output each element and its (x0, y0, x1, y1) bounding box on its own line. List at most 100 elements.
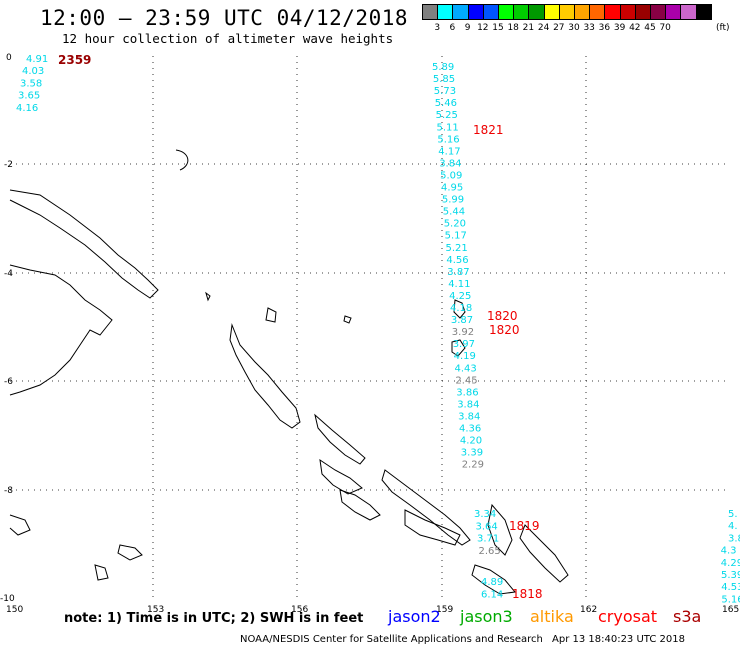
swh-value: 5.99 (442, 195, 464, 206)
time-label: 2359 (58, 53, 91, 67)
swh-value: 3.71 (477, 534, 499, 545)
coast-makira (519, 524, 569, 583)
swh-value: 4.16 (16, 103, 38, 114)
time-label: 1821 (473, 123, 504, 137)
satellite-cryosat: cryosat (598, 607, 658, 626)
swh-value: 5.17 (445, 231, 467, 242)
swh-value: 5.85 (433, 74, 455, 85)
coast-choiseul (314, 413, 366, 465)
map-title: 12:00 – 23:59 UTC 04/12/2018 (40, 6, 409, 30)
time-label: 1818 (512, 587, 543, 601)
swh-value: 3.39 (461, 448, 483, 459)
coastlines (9, 149, 569, 595)
y-tick-10: -10 (0, 594, 15, 604)
swh-value: 2.45 (455, 375, 477, 386)
swh-value: 5.39 (721, 570, 740, 581)
swh-value: 3.86 (456, 387, 478, 398)
coast-bougainville (229, 323, 301, 429)
coast-new-ireland (9, 189, 159, 299)
y-tick-8: -8 (4, 486, 13, 496)
swh-value: 6.14 (481, 589, 503, 600)
swh-value: 4.56 (446, 255, 468, 266)
swh-value: 3.84 (439, 158, 461, 169)
swh-value: 4.03 (22, 66, 44, 77)
coast-small-isle-2 (205, 291, 211, 302)
x-tick-156: 156 (291, 605, 308, 615)
swh-value: 4.29 (721, 558, 740, 569)
swh-value: 4.19 (454, 351, 476, 362)
swh-value: 5.25 (436, 110, 458, 121)
credit-line: NOAA/NESDIS Center for Satellite Applica… (240, 634, 543, 645)
colorbar-label: 33 (583, 23, 595, 33)
satellite-s3a: s3a (673, 607, 702, 626)
colorbar-label: 12 (477, 23, 489, 33)
swh-value: 4.25 (449, 291, 471, 302)
x-tick-153: 153 (147, 605, 164, 615)
swh-value: 4.91 (26, 54, 48, 65)
y-tick-4: -4 (4, 269, 13, 279)
x-tick-162: 162 (580, 605, 597, 615)
colorbar-swatch (695, 4, 712, 20)
swh-value: 4.17 (438, 146, 460, 157)
grid-lines (10, 56, 730, 600)
satellite-jason2: jason2 (388, 607, 441, 626)
swh-value: 5.20 (444, 219, 466, 230)
swh-value: 2.65 (479, 546, 501, 557)
y-tick-6: -6 (4, 377, 13, 387)
swh-value: 5.73 (434, 86, 456, 97)
x-tick-150: 150 (6, 605, 23, 615)
coast-guadalcanal (404, 509, 461, 546)
swh-value: 3.92 (452, 327, 474, 338)
swh-value: 4.36 (459, 424, 481, 435)
swh-value: 5.16 (437, 134, 459, 145)
footer-note: note: 1) Time is in UTC; 2) SWH is in fe… (64, 611, 364, 626)
colorbar-label: 24 (537, 23, 550, 33)
satellite-jason3: jason3 (460, 607, 513, 626)
coast-rennell (471, 564, 516, 595)
colorbar-label: 70 (659, 23, 671, 33)
coast-new-britain (9, 264, 113, 396)
axis-labels: 150 153 156 159 162 165 0 -2 -4 -6 -8 -1… (0, 53, 739, 615)
swh-value: 3.34 (474, 509, 496, 520)
coast-santa-isabel (381, 469, 471, 546)
swh-value: 3.65 (18, 91, 40, 102)
swh-value: 4.18 (450, 303, 472, 314)
generation-timestamp: Apr 13 18:40:23 UTC 2018 (552, 634, 685, 645)
swh-value: 5.89 (432, 62, 454, 73)
swh-value: 3.84 (458, 411, 480, 422)
x-tick-159: 159 (436, 605, 453, 615)
swh-value: 4.89 (481, 577, 503, 588)
swh-value: 3.64 (476, 521, 498, 532)
swh-value: 5.44 (443, 207, 465, 218)
wave-height-tracks: 4.914.033.58 3.654.16 2359 5.895.855.735.46… (16, 53, 740, 605)
swh-value: 4.53 (721, 582, 740, 593)
coast-small-islands (9, 489, 381, 581)
x-tick-165: 165 (722, 605, 739, 615)
swh-value: 4.3 (721, 546, 737, 557)
coast-small-isle-1 (343, 315, 352, 324)
swh-value: 5.21 (446, 243, 468, 254)
swh-value: 4.43 (455, 363, 477, 374)
coast-ontong (451, 339, 466, 357)
y-tick-2: -2 (4, 160, 13, 170)
colorbar-label: 30 (568, 23, 580, 33)
colorbar-label: 39 (613, 23, 626, 33)
swh-value: 4.95 (441, 183, 463, 194)
colorbar-label: 15 (492, 23, 504, 33)
swh-value: 4.11 (448, 279, 470, 290)
colorbar-label: 21 (522, 23, 535, 33)
swh-value: 2.29 (462, 460, 484, 471)
colorbar-label: 3 (434, 23, 441, 33)
time-label: 1820 (489, 323, 520, 337)
time-label: 1820 (487, 309, 518, 323)
swh-value: 4. (728, 521, 738, 532)
swh-value: 3.97 (453, 339, 475, 350)
swh-value: 5.11 (437, 122, 459, 133)
colorbar-label: 45 (644, 23, 656, 33)
swh-value: 3.84 (457, 399, 479, 410)
colorbar-label: 9 (464, 23, 471, 33)
colorbar-label: 27 (553, 23, 565, 33)
swh-value: 5.16 (721, 594, 740, 605)
